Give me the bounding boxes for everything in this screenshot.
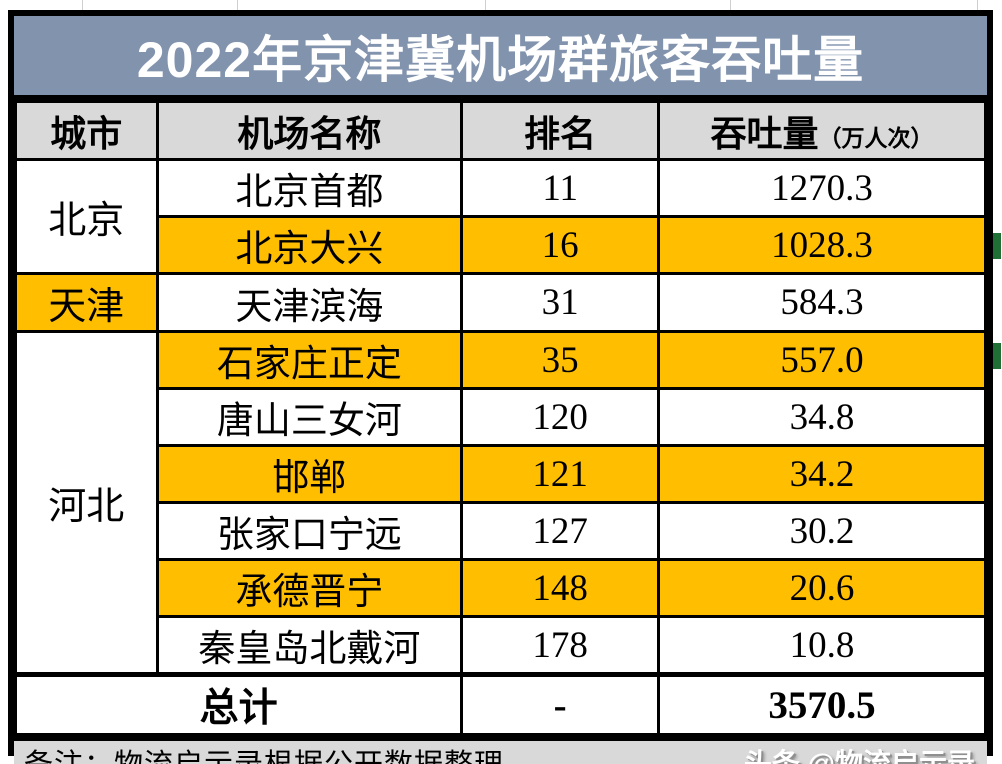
throughput-cell: 557.0 (657, 330, 987, 390)
sheet-gridline (730, 0, 731, 10)
rank-cell: 16 (460, 215, 661, 275)
header-throughput-label: 吞吐量 (710, 113, 819, 154)
header-throughput: 吞吐量（万人次） (657, 100, 987, 161)
airport-cell: 邯郸 (155, 444, 464, 504)
rank-cell: 121 (460, 444, 661, 504)
rank-cell: 11 (460, 158, 661, 218)
table-row: 承德晋宁 148 20.6 (16, 558, 987, 618)
header-throughput-unit: （万人次） (818, 125, 934, 151)
rank-cell: 35 (460, 330, 661, 390)
table-row: 张家口宁远 127 30.2 (16, 501, 987, 561)
rank-cell: 31 (460, 272, 661, 333)
airport-cell: 张家口宁远 (155, 501, 464, 561)
header-rank: 排名 (460, 100, 661, 161)
sheet-gridline (977, 0, 978, 10)
footer-bar: 备注：物流启示录根据公开数据整理 头条 @物流启示录 (14, 736, 987, 764)
rank-cell: 127 (460, 501, 661, 561)
table-row: 秦皇岛北戴河 178 10.8 (16, 615, 987, 676)
table-row: 河北 石家庄正定 35 557.0 (14, 330, 987, 676)
sheet-gridline (485, 0, 486, 10)
throughput-cell: 10.8 (657, 615, 987, 676)
throughput-table-panel: 2022年京津冀机场群旅客吞吐量 城市 机场名称 排名 吞吐量（万人次） 北京 … (8, 10, 993, 764)
toutiao-watermark: 头条 @物流启示录 (743, 748, 975, 764)
green-cell-marker (993, 233, 1001, 259)
airport-cell: 北京首都 (155, 158, 464, 218)
city-cell-hebei: 河北 (14, 330, 159, 676)
table-row: 邯郸 121 34.2 (16, 444, 987, 504)
sheet-gridline (82, 0, 83, 10)
table-title: 2022年京津冀机场群旅客吞吐量 (14, 16, 987, 100)
green-cell-marker (993, 343, 1001, 369)
throughput-cell: 34.2 (657, 444, 987, 504)
sheet-gridline (237, 0, 238, 10)
airport-cell: 石家庄正定 (155, 330, 464, 390)
city-cell-tianjin: 天津 (14, 272, 159, 333)
table-row: 北京大兴 16 1028.3 (16, 215, 987, 275)
throughput-cell: 20.6 (657, 558, 987, 618)
airport-cell: 承德晋宁 (155, 558, 464, 618)
airport-cell: 天津滨海 (155, 272, 464, 333)
rank-cell: 178 (460, 615, 661, 676)
airport-cell: 北京大兴 (155, 215, 464, 275)
total-row: 总计 - 3570.5 (13, 672, 987, 736)
airport-throughput-table: 城市 机场名称 排名 吞吐量（万人次） 北京 北京首都 11 1270.3 北京… (13, 100, 987, 736)
airport-cell: 唐山三女河 (155, 387, 464, 447)
rank-cell: 148 (460, 558, 661, 618)
header-city: 城市 (14, 100, 159, 161)
throughput-cell: 34.8 (657, 387, 987, 447)
throughput-cell: 584.3 (657, 272, 987, 333)
airport-cell: 秦皇岛北戴河 (155, 615, 464, 676)
header-row: 城市 机场名称 排名 吞吐量（万人次） (14, 100, 987, 161)
total-rank: - (460, 672, 661, 736)
city-cell-beijing: 北京 (14, 158, 159, 275)
rank-cell: 120 (460, 387, 661, 447)
throughput-cell: 1270.3 (657, 158, 987, 218)
table-row: 天津 天津滨海 31 584.3 (14, 272, 987, 333)
throughput-cell: 1028.3 (657, 215, 987, 275)
table-row: 唐山三女河 120 34.8 (16, 387, 987, 447)
total-throughput: 3570.5 (657, 672, 987, 736)
total-label: 总计 (13, 672, 464, 736)
footer-note: 备注：物流启示录根据公开数据整理 (24, 741, 504, 764)
header-airport: 机场名称 (155, 100, 464, 161)
throughput-cell: 30.2 (657, 501, 987, 561)
table-row: 北京 北京首都 11 1270.3 (14, 158, 987, 275)
